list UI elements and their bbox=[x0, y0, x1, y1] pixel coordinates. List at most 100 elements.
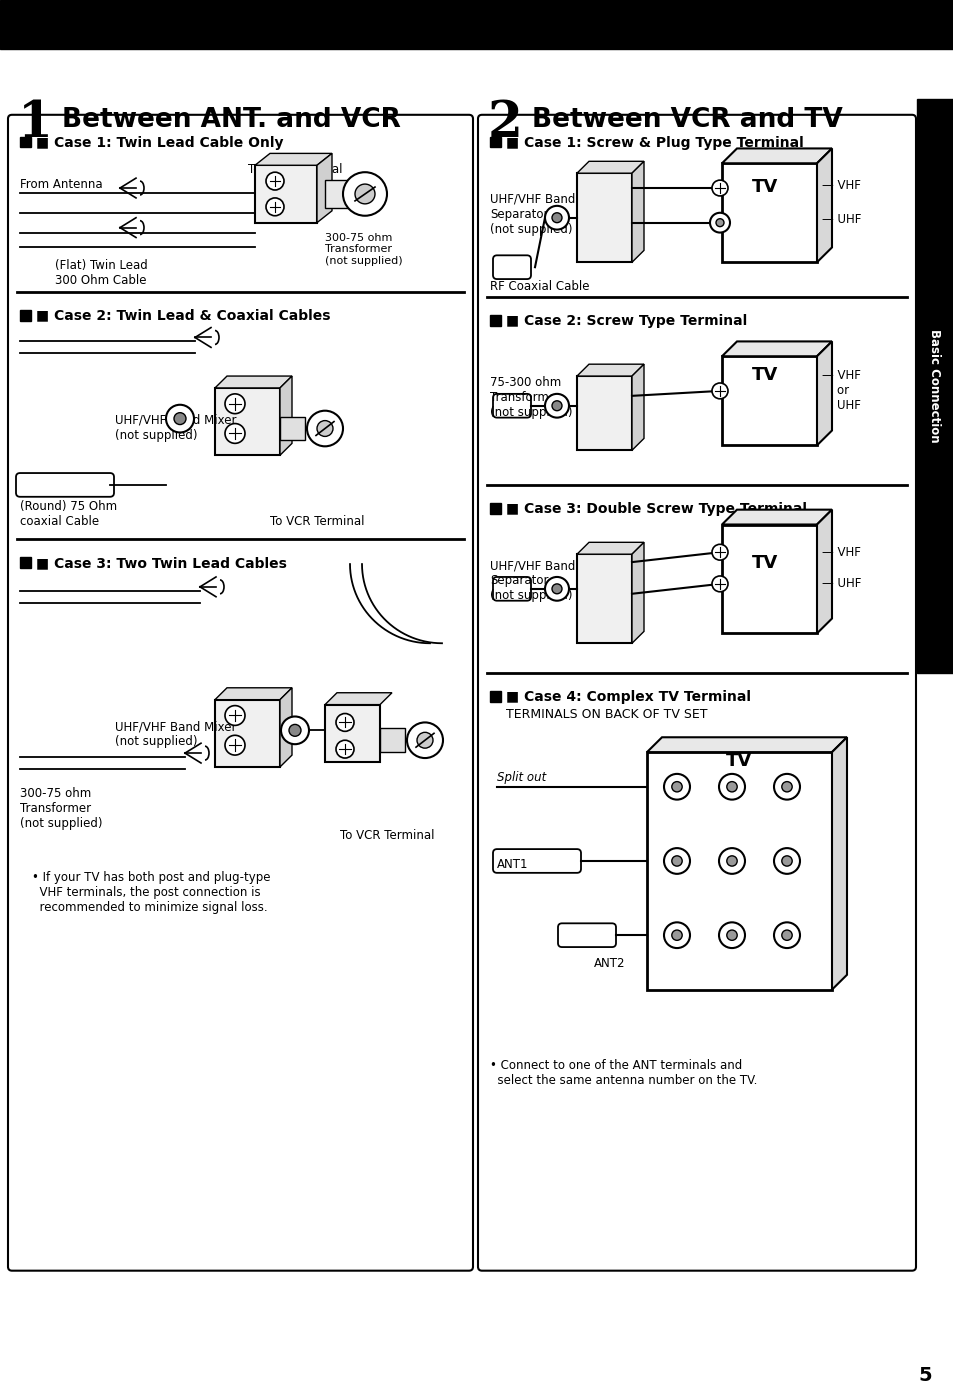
Circle shape bbox=[173, 413, 186, 424]
Bar bbox=[490, 690, 500, 701]
Text: UHF/VHF Band
Separator
(not supplied): UHF/VHF Band Separator (not supplied) bbox=[490, 559, 575, 602]
Circle shape bbox=[781, 855, 791, 866]
Text: 1: 1 bbox=[18, 98, 52, 148]
Polygon shape bbox=[577, 365, 643, 376]
FancyBboxPatch shape bbox=[493, 394, 531, 417]
Text: — VHF
    or
    UHF: — VHF or UHF bbox=[821, 370, 860, 413]
Circle shape bbox=[343, 172, 387, 216]
Text: ANT2: ANT2 bbox=[594, 956, 625, 970]
Text: Between ANT. and VCR: Between ANT. and VCR bbox=[62, 107, 400, 133]
Text: ■ Case 4: Complex TV Terminal: ■ Case 4: Complex TV Terminal bbox=[505, 690, 750, 704]
Circle shape bbox=[726, 930, 737, 940]
Circle shape bbox=[355, 184, 375, 204]
Text: To VCR Terminal: To VCR Terminal bbox=[270, 514, 364, 528]
Circle shape bbox=[671, 855, 681, 866]
Text: Between VCR and TV: Between VCR and TV bbox=[532, 107, 841, 133]
Circle shape bbox=[711, 545, 727, 560]
Circle shape bbox=[781, 782, 791, 791]
Text: — VHF: — VHF bbox=[821, 179, 860, 191]
Circle shape bbox=[307, 410, 343, 446]
Polygon shape bbox=[831, 737, 846, 990]
Bar bbox=[490, 137, 500, 147]
Text: • If your TV has both post and plug-type
  VHF terminals, the post connection is: • If your TV has both post and plug-type… bbox=[32, 870, 271, 913]
Text: TERMINALS ON BACK OF TV SET: TERMINALS ON BACK OF TV SET bbox=[505, 708, 707, 721]
Polygon shape bbox=[325, 693, 392, 704]
Circle shape bbox=[544, 577, 568, 600]
FancyBboxPatch shape bbox=[493, 255, 531, 279]
Circle shape bbox=[773, 922, 800, 948]
Bar bbox=[490, 315, 500, 326]
Text: TV: TV bbox=[751, 554, 778, 572]
Circle shape bbox=[716, 219, 723, 227]
Text: From Antenna: From Antenna bbox=[20, 179, 103, 191]
Text: (Round) 75 Ohm
coaxial Cable: (Round) 75 Ohm coaxial Cable bbox=[20, 500, 117, 528]
Polygon shape bbox=[721, 341, 831, 356]
Circle shape bbox=[335, 740, 354, 758]
Circle shape bbox=[552, 401, 561, 410]
Circle shape bbox=[726, 855, 737, 866]
Polygon shape bbox=[577, 161, 643, 173]
Circle shape bbox=[663, 773, 689, 800]
Text: To VCR Terminal: To VCR Terminal bbox=[339, 829, 434, 843]
Text: • Connect to one of the ANT terminals and
  select the same antenna number on th: • Connect to one of the ANT terminals an… bbox=[490, 1059, 757, 1087]
Text: ■ Case 1: Screw & Plug Type Terminal: ■ Case 1: Screw & Plug Type Terminal bbox=[505, 136, 803, 150]
Text: 300-75 ohm
Transformer
(not supplied): 300-75 ohm Transformer (not supplied) bbox=[325, 233, 402, 266]
Bar bbox=[577, 376, 631, 450]
Polygon shape bbox=[816, 341, 831, 445]
Text: 5: 5 bbox=[917, 1365, 931, 1385]
Text: ■ Case 2: Screw Type Terminal: ■ Case 2: Screw Type Terminal bbox=[505, 313, 746, 327]
Circle shape bbox=[544, 207, 568, 230]
Circle shape bbox=[773, 848, 800, 873]
Text: UHF/VHF Band
Separator
(not supplied): UHF/VHF Band Separator (not supplied) bbox=[490, 193, 575, 236]
Bar bbox=[20, 557, 30, 568]
Polygon shape bbox=[631, 365, 643, 450]
Circle shape bbox=[711, 180, 727, 195]
Bar bbox=[325, 704, 379, 762]
Bar bbox=[646, 753, 831, 990]
Bar bbox=[280, 417, 305, 441]
Bar bbox=[214, 388, 280, 455]
Text: TV: TV bbox=[751, 179, 778, 197]
Text: — UHF: — UHF bbox=[821, 213, 861, 226]
Circle shape bbox=[289, 725, 301, 736]
Bar bbox=[214, 700, 280, 766]
Text: ■ Case 3: Two Twin Lead Cables: ■ Case 3: Two Twin Lead Cables bbox=[36, 556, 287, 570]
Circle shape bbox=[225, 736, 245, 755]
FancyBboxPatch shape bbox=[8, 115, 473, 1271]
Circle shape bbox=[663, 922, 689, 948]
Circle shape bbox=[407, 722, 442, 758]
Circle shape bbox=[266, 198, 284, 216]
Polygon shape bbox=[816, 510, 831, 633]
Circle shape bbox=[166, 405, 193, 432]
Bar bbox=[721, 524, 816, 633]
Bar bbox=[379, 729, 405, 753]
Polygon shape bbox=[214, 687, 292, 700]
Text: — UHF: — UHF bbox=[821, 578, 861, 590]
Circle shape bbox=[719, 773, 744, 800]
Circle shape bbox=[316, 420, 333, 437]
Text: (Flat) Twin Lead
300 Ohm Cable: (Flat) Twin Lead 300 Ohm Cable bbox=[55, 259, 148, 287]
Bar bbox=[254, 165, 316, 223]
Text: ■ Case 2: Twin Lead & Coaxial Cables: ■ Case 2: Twin Lead & Coaxial Cables bbox=[36, 309, 330, 323]
Text: TV: TV bbox=[725, 753, 751, 771]
Text: 300-75 ohm
Transformer
(not supplied): 300-75 ohm Transformer (not supplied) bbox=[20, 787, 102, 830]
Bar bbox=[490, 503, 500, 514]
Text: UHF/VHF Band Mixer
(not supplied): UHF/VHF Band Mixer (not supplied) bbox=[115, 721, 236, 748]
Bar bbox=[325, 180, 353, 208]
Text: UHF/VHF Band Mixer
(not supplied): UHF/VHF Band Mixer (not supplied) bbox=[115, 413, 236, 442]
Bar bbox=[577, 173, 631, 262]
Circle shape bbox=[416, 732, 433, 748]
Circle shape bbox=[711, 383, 727, 399]
FancyBboxPatch shape bbox=[558, 923, 616, 947]
Circle shape bbox=[225, 394, 245, 413]
Text: To VCR Terminal: To VCR Terminal bbox=[248, 164, 342, 176]
Polygon shape bbox=[577, 542, 643, 554]
Polygon shape bbox=[316, 154, 332, 223]
Text: 75-300 ohm
Transformer
(not supplied): 75-300 ohm Transformer (not supplied) bbox=[490, 376, 572, 419]
FancyBboxPatch shape bbox=[16, 473, 113, 496]
Polygon shape bbox=[646, 737, 846, 753]
Circle shape bbox=[719, 922, 744, 948]
Circle shape bbox=[266, 172, 284, 190]
Polygon shape bbox=[280, 687, 292, 766]
Circle shape bbox=[663, 848, 689, 873]
